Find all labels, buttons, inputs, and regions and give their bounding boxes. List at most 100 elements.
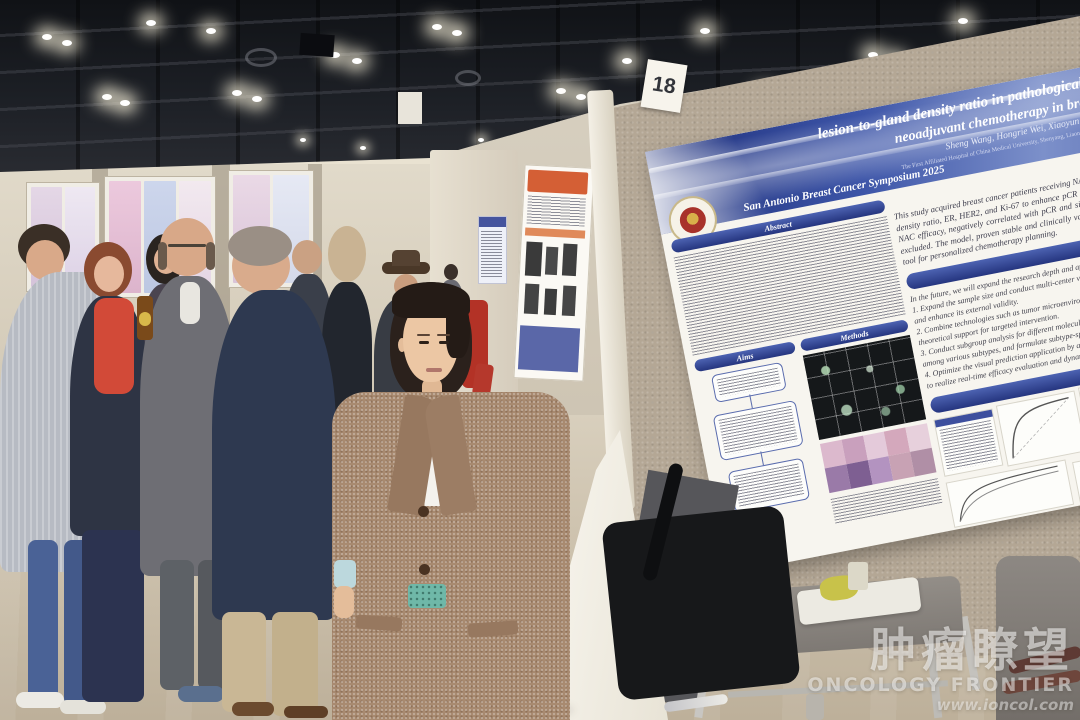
subject-eyebrow [437,334,450,336]
subject-lips [426,368,442,372]
ceiling-light [700,28,710,34]
small-blue-poster [478,216,507,284]
poster-figure [561,285,577,317]
black-backpack [601,504,801,702]
poster-figure [524,241,543,277]
histology-cell [910,447,937,477]
person-bald-man-shirt [180,282,200,324]
ceiling-light [330,52,340,58]
small-poster-text [481,231,502,277]
ceiling-light [62,40,72,46]
teal-patterned-garment [408,584,446,608]
poster-figure [544,246,559,276]
ceiling-light [206,28,216,34]
person-blonde-woman-hair [328,226,366,282]
orange-poster [513,164,595,382]
ceiling-light [556,88,566,94]
watermark-chinese-logo: 肿瘤瞭望 [870,622,1074,677]
ceiling-light [300,138,306,142]
blue-sneaker [178,686,224,702]
person-bald-man-hair-side [158,242,167,270]
subject-ear [398,338,406,352]
poster-table [517,325,581,373]
ceiling-light [352,58,362,64]
drink-cup [848,562,868,590]
results-table [933,408,1004,477]
mammography-image-grid [802,334,927,441]
watermark-url: www.ioncol.com [936,696,1074,714]
poster-figure [543,288,558,316]
beer-bottle-label [139,312,151,326]
white-sneaker [60,700,106,714]
person-gray-blazer-man-leg [28,540,58,700]
ceiling-vent [245,48,277,67]
person-redhair-woman-pants [82,530,144,702]
secondary-roc-chart [945,459,1075,528]
person-bald-man-head [160,218,214,276]
flowchart-text [716,367,782,398]
ceiling-light [360,146,366,150]
flowchart-connector [749,394,753,409]
roc-curves [959,465,1059,522]
ceiling-light [868,52,878,58]
flowchart-connector [760,451,764,466]
ceiling-light [252,96,262,102]
ceiling-light [520,150,526,154]
person-bald-man-hair-side [206,242,215,270]
person-bald-man-leg [160,560,194,690]
person-redhair-woman-head [94,256,124,292]
ceiling-light [478,138,484,142]
brown-shoe [284,706,328,718]
aims-flowchart-box [727,457,811,514]
subject-eye [419,341,429,344]
distant-person-head [444,264,458,280]
research-poster: lesion-to-gland density ratio in patholo… [645,14,1080,575]
abstract-label: Abstract [763,219,793,234]
aims-label: Aims [735,350,755,363]
blazer-button [419,564,430,575]
board-number-card: 18 [640,59,688,113]
person-darksuit-head [292,240,322,274]
orange-poster-bar [524,227,586,239]
poster-figure [561,243,578,277]
ceiling-vent [455,70,481,86]
glasses [168,244,206,247]
ceiling-light [622,58,632,64]
watermark: 肿瘤瞭望 ONCOLOGY FRONTIER www.ioncol.com [807,622,1074,714]
ceiling-light [232,90,242,96]
small-poster-header [479,217,506,227]
flowchart-text [733,463,805,508]
hospital-logo-emblem [677,204,709,236]
subject-hand [334,586,354,618]
ceiling-light [432,24,442,30]
khaki-pant-leg [222,612,266,712]
roc-curve [1012,396,1069,459]
brown-shoe [232,702,274,716]
blazer-button [418,506,429,517]
ceiling-light [102,94,112,100]
ceiling-speaker [299,32,335,58]
orange-poster-text [526,195,586,227]
board-number: 18 [650,72,678,99]
person-navy-sweater-hair [228,226,292,266]
cowboy-hat-crown [392,250,420,266]
ceiling-light [452,30,462,36]
subject-eye [439,341,449,344]
roc-curve-chart [995,390,1080,467]
flowchart-text [718,405,798,456]
aims-flowchart-box [712,399,804,462]
table-rows [939,420,999,472]
ceiling-light [958,18,968,24]
hanging-sign [398,92,422,124]
ceiling-light [42,34,52,40]
red-scarf [94,298,134,394]
orange-poster-header [527,169,589,195]
ceiling-light [576,94,586,100]
white-sneaker [16,692,64,708]
khaki-pant-leg [272,612,318,716]
ceiling-light [120,100,130,106]
poster-figure [523,283,540,315]
subject-eyebrow [417,334,430,336]
ceiling-light [146,20,156,26]
